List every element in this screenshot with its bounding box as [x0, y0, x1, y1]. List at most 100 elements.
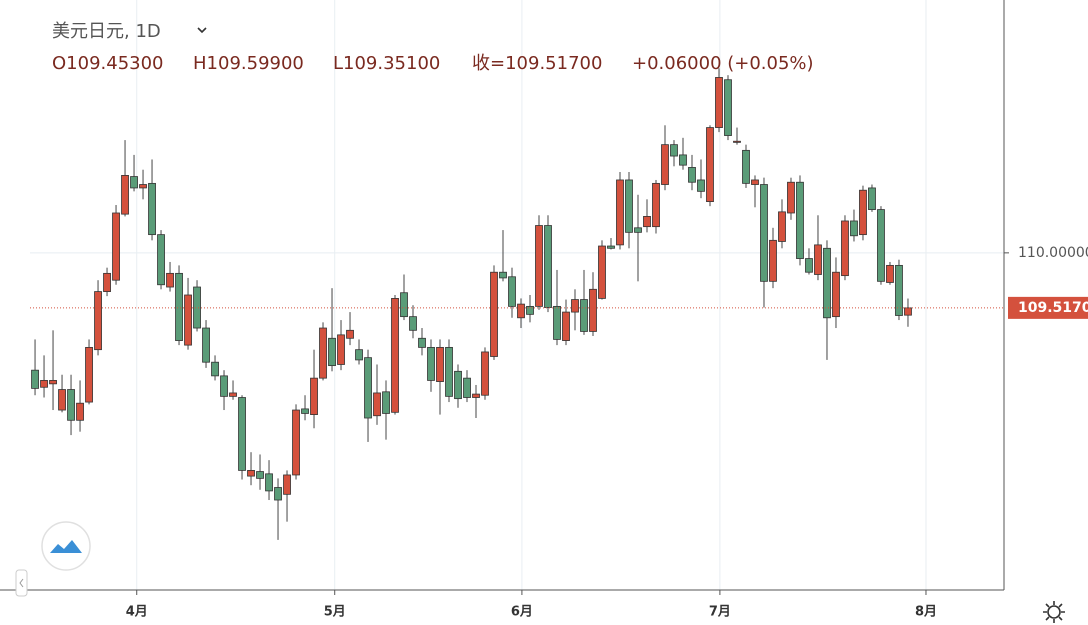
legend-high: H109.59900	[193, 53, 304, 74]
candle-body	[805, 258, 813, 273]
candle-body	[544, 225, 552, 308]
candle-body	[895, 264, 903, 316]
candle-body	[346, 329, 354, 339]
candle-body	[382, 391, 390, 414]
candle-body	[67, 389, 75, 421]
title-menu-chevron[interactable]	[197, 27, 207, 34]
candle-body	[634, 227, 642, 233]
candle-body	[391, 298, 399, 413]
candle-body	[85, 346, 93, 403]
y-tick-label: 110.00000	[1018, 245, 1088, 261]
candle-body	[463, 377, 471, 398]
candle-body	[400, 292, 408, 318]
candle-body	[661, 144, 669, 185]
candle-body	[175, 272, 183, 341]
candle-body	[742, 149, 750, 184]
candle-body	[436, 346, 444, 382]
candles	[31, 68, 912, 540]
candle-body	[409, 316, 417, 331]
candle-body	[787, 181, 795, 214]
candle-body	[76, 402, 84, 421]
collapse-button[interactable]	[15, 569, 28, 597]
candle-body	[283, 474, 291, 495]
candle-body	[823, 247, 831, 319]
logo-button[interactable]	[41, 521, 91, 571]
candle-body	[337, 334, 345, 365]
legend-low: L109.35100	[333, 53, 440, 74]
candle-body	[49, 380, 57, 385]
candle-body	[184, 294, 192, 346]
settings-button[interactable]	[1043, 601, 1065, 623]
candle-body	[778, 211, 786, 242]
candle-body	[670, 144, 678, 157]
candle-body	[517, 303, 525, 319]
candle-body	[760, 184, 768, 282]
last-price-tag	[1008, 296, 1088, 319]
candle-body	[310, 377, 318, 415]
candle-body	[58, 389, 66, 411]
x-tick-label: 7月	[709, 605, 731, 620]
candle-body	[715, 77, 723, 128]
candle-body	[418, 337, 426, 348]
candle-body	[679, 154, 687, 166]
candle-body	[724, 79, 732, 136]
candle-body	[274, 487, 282, 501]
candle-body	[445, 346, 453, 397]
candle-body	[256, 471, 264, 479]
candle-body	[265, 473, 273, 492]
last-price-label: 109.51700	[1018, 300, 1088, 316]
settings-gear-teeth	[1043, 601, 1065, 623]
collapse-chevron	[19, 578, 24, 588]
candle-body	[688, 167, 696, 183]
candle-body	[751, 179, 759, 185]
candle-body	[553, 305, 561, 340]
candle-body	[625, 179, 633, 233]
candle-body	[607, 245, 615, 249]
logo-icon	[50, 540, 82, 553]
logo-circle[interactable]	[41, 521, 91, 571]
candle-body	[454, 370, 462, 400]
candle-body	[526, 305, 534, 315]
candle-body	[193, 286, 201, 329]
candle-body	[238, 397, 246, 471]
candle-body	[427, 346, 435, 381]
candle-body	[121, 175, 129, 215]
candle-body	[355, 349, 363, 361]
candle-body	[886, 264, 894, 283]
candle-body	[166, 272, 174, 288]
candle-body	[247, 470, 255, 477]
candle-body	[697, 179, 705, 192]
candle-body	[211, 361, 219, 377]
candle-body	[94, 291, 102, 351]
candle-body	[904, 307, 912, 316]
candle-body	[139, 184, 147, 189]
candle-body	[40, 380, 48, 388]
legend-change: +0.06000 (+0.05%)	[632, 53, 814, 74]
candle-body	[373, 392, 381, 417]
candle-body	[706, 127, 714, 203]
candle-body	[589, 288, 597, 332]
candle-body	[868, 187, 876, 210]
candle-body	[319, 327, 327, 379]
candle-body	[643, 216, 651, 228]
candle-body	[103, 272, 111, 292]
candle-body	[562, 311, 570, 341]
legend-close: 收=109.51700	[472, 53, 602, 74]
x-tick-label: 8月	[915, 605, 937, 620]
candle-body	[814, 244, 822, 275]
candle-body	[472, 393, 480, 398]
candle-body	[364, 357, 372, 419]
candle-body	[733, 140, 741, 143]
candle-body	[616, 179, 624, 246]
candle-body	[598, 245, 606, 299]
candle-body	[292, 409, 300, 476]
candle-body	[31, 369, 39, 389]
candle-body	[499, 271, 507, 279]
candle-body	[508, 276, 516, 307]
settings-gear[interactable]	[1047, 605, 1061, 619]
x-tick-label: 6月	[511, 605, 533, 620]
candle-body	[490, 271, 498, 357]
candle-body	[769, 239, 777, 282]
candle-body	[832, 271, 840, 318]
